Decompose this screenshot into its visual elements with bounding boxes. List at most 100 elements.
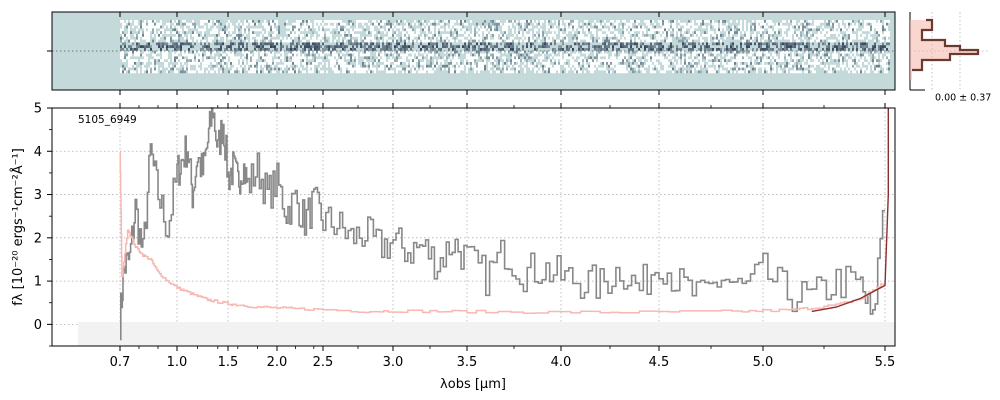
heatmap-cell — [546, 39, 548, 43]
heatmap-cell — [198, 34, 200, 37]
heatmap-cell — [452, 22, 454, 26]
heatmap-cell — [176, 22, 178, 26]
heatmap-cell — [250, 36, 252, 40]
heatmap-cell — [814, 48, 816, 51]
heatmap-cell — [640, 28, 642, 32]
heatmap-cell — [546, 62, 548, 65]
heatmap-cell — [598, 48, 600, 51]
heatmap-cell — [262, 31, 264, 34]
heatmap-cell — [870, 50, 872, 54]
heatmap-cell — [790, 31, 792, 34]
heatmap-cell — [786, 70, 788, 74]
heatmap-cell — [540, 70, 542, 74]
heatmap-cell — [450, 67, 452, 71]
heatmap-cell — [390, 28, 392, 32]
heatmap-cell — [240, 62, 242, 65]
heatmap-cell — [806, 42, 808, 46]
heatmap-cell — [726, 64, 728, 68]
heatmap-cell — [286, 48, 288, 51]
heatmap-cell — [620, 25, 622, 29]
heatmap-cell — [570, 45, 572, 48]
heatmap-cell — [668, 67, 670, 71]
heatmap-cell — [258, 39, 260, 43]
heatmap-cell — [174, 48, 176, 51]
heatmap-cell — [638, 48, 640, 51]
heatmap-cell — [618, 39, 620, 43]
heatmap-cell — [138, 67, 140, 71]
heatmap-cell — [840, 28, 842, 32]
heatmap-cell — [252, 39, 254, 43]
heatmap-cell — [858, 70, 860, 74]
heatmap-cell — [230, 25, 232, 29]
heatmap-cell — [306, 25, 308, 29]
heatmap-cell — [728, 62, 730, 65]
heatmap-cell — [648, 48, 650, 51]
heatmap-cell — [610, 70, 612, 74]
heatmap-cell — [616, 48, 618, 51]
heatmap-cell — [132, 70, 134, 74]
heatmap-cell — [174, 42, 176, 46]
heatmap-cell — [336, 70, 338, 74]
heatmap-cell — [464, 62, 466, 65]
heatmap-cell — [658, 36, 660, 40]
heatmap-cell — [828, 45, 830, 48]
heatmap-cell — [682, 39, 684, 43]
heatmap-cell — [324, 25, 326, 29]
heatmap-cell — [350, 70, 352, 74]
heatmap-cell — [634, 28, 636, 32]
heatmap-cell — [884, 45, 886, 48]
heatmap-cell — [744, 28, 746, 32]
heatmap-cell — [800, 67, 802, 71]
heatmap-cell — [566, 62, 568, 65]
heatmap-cell — [602, 53, 604, 57]
spectrum-1d-panel: 0.7 1.0 1.5 2.0 2.5 3.0 3.5 4.0 4.5 5.0 5.5012345 … — [10, 102, 896, 392]
heatmap-cell — [290, 70, 292, 74]
heatmap-cell — [868, 59, 870, 62]
heatmap-cell — [704, 48, 706, 51]
heatmap-cell — [774, 31, 776, 34]
heatmap-cell — [746, 42, 748, 46]
heatmap-cell — [776, 59, 778, 62]
heatmap-cell — [534, 48, 536, 51]
heatmap-cell — [786, 45, 788, 48]
heatmap-cell — [532, 64, 534, 68]
heatmap-cell — [386, 42, 388, 46]
heatmap-cell — [826, 50, 828, 54]
heatmap-cell — [354, 59, 356, 62]
heatmap-cell — [266, 36, 268, 40]
heatmap-cell — [412, 67, 414, 71]
heatmap-cell — [120, 31, 122, 34]
heatmap-cell — [498, 48, 500, 51]
heatmap-cell — [252, 67, 254, 71]
heatmap-cell — [534, 70, 536, 74]
heatmap-cell — [880, 39, 882, 43]
heatmap-cell — [880, 70, 882, 74]
heatmap-cell — [148, 45, 150, 48]
heatmap-cell — [486, 39, 488, 43]
heatmap-cell — [824, 28, 826, 32]
heatmap-cell — [534, 36, 536, 40]
heatmap-cell — [486, 25, 488, 29]
heatmap-cell — [556, 31, 558, 34]
heatmap-cell — [618, 67, 620, 71]
heatmap-cell — [886, 34, 888, 37]
heatmap-cell — [712, 20, 714, 23]
heatmap-cell — [718, 36, 720, 40]
heatmap-cell — [238, 36, 240, 40]
heatmap-cell — [360, 50, 362, 54]
heatmap-cell — [460, 64, 462, 68]
heatmap-cell — [828, 20, 830, 23]
heatmap-cell — [526, 59, 528, 62]
heatmap-cell — [152, 20, 154, 23]
heatmap-cell — [770, 20, 772, 23]
heatmap-cell — [268, 20, 270, 23]
heatmap-cell — [224, 36, 226, 40]
heatmap-cell — [838, 48, 840, 51]
heatmap-cell — [806, 64, 808, 68]
heatmap-cell — [122, 70, 124, 74]
heatmap-cell — [122, 20, 124, 23]
heatmap-cell — [260, 28, 262, 32]
heatmap-cell — [604, 53, 606, 57]
heatmap-cell — [202, 36, 204, 40]
heatmap-cell — [482, 48, 484, 51]
